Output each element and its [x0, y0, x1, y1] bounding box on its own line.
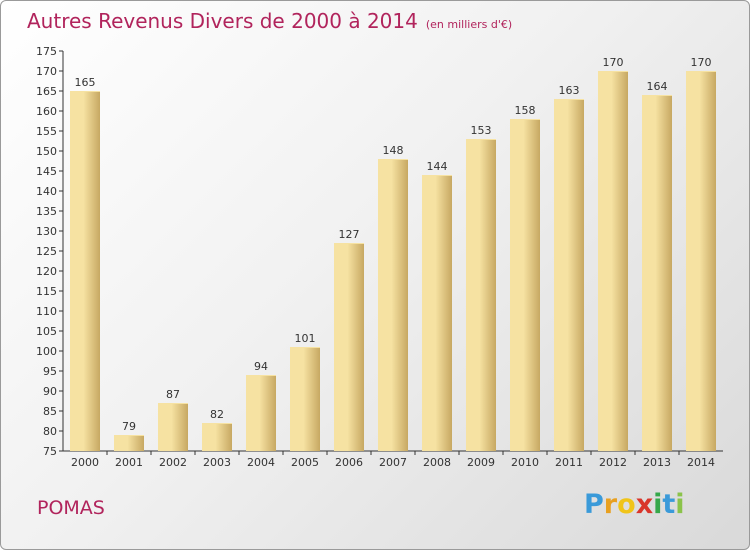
y-tick-label: 135: [36, 205, 57, 218]
x-tick-label: 2000: [71, 456, 99, 469]
x-tick-label: 2014: [687, 456, 715, 469]
bar: [114, 435, 144, 451]
y-tick-label: 120: [36, 265, 57, 278]
y-tick-label: 155: [36, 125, 57, 138]
y-tick-label: 85: [43, 405, 57, 418]
x-tick-label: 2006: [335, 456, 363, 469]
y-tick-label: 145: [36, 165, 57, 178]
y-tick-label: 165: [36, 85, 57, 98]
bar: [70, 91, 100, 451]
bar-value-label: 163: [559, 84, 580, 97]
bar-value-label: 79: [122, 420, 136, 433]
x-tick-label: 2001: [115, 456, 143, 469]
bar-value-label: 101: [295, 332, 316, 345]
bar: [158, 403, 188, 451]
logo-letter: x: [635, 489, 654, 520]
y-tick-label: 160: [36, 105, 57, 118]
logo-letter: P: [584, 489, 604, 520]
bar-value-label: 153: [471, 124, 492, 137]
y-tick-label: 100: [36, 345, 57, 358]
x-axis: 2000 2001 2002 2003 2004 2005 2006 2007 2008 2009…: [63, 450, 723, 469]
chart-title: Autres Revenus Divers de 2000 à 2014 (en …: [27, 9, 512, 33]
proxiti-logo: Proxiti: [584, 489, 685, 520]
bar-value-label: 164: [647, 80, 668, 93]
y-tick-label: 130: [36, 225, 57, 238]
y-tick-label: 75: [43, 445, 57, 458]
bar: [290, 347, 320, 451]
logo-letter: i: [653, 489, 663, 520]
bars: 165 79 87 82 94 101 127 148 144 153 158 163 170 164 17…: [70, 56, 716, 451]
bar-value-label: 165: [75, 76, 96, 89]
bar: [598, 71, 628, 451]
y-tick-label: 175: [36, 45, 57, 58]
y-tick-label: 95: [43, 365, 57, 378]
chart-unit: (en milliers d'€): [425, 18, 513, 31]
logo-letter: o: [617, 489, 636, 520]
y-tick-label: 125: [36, 245, 57, 258]
y-tick-label: 105: [36, 325, 57, 338]
x-tick-label: 2013: [643, 456, 671, 469]
y-tick-label: 90: [43, 385, 57, 398]
bar-value-label: 94: [254, 360, 268, 373]
bar: [334, 243, 364, 451]
y-tick-label: 170: [36, 65, 57, 78]
bar-value-label: 170: [603, 56, 624, 69]
y-tick-label: 140: [36, 185, 57, 198]
x-tick-label: 2008: [423, 456, 451, 469]
y-tick-label: 80: [43, 425, 57, 438]
chart-title-text: Autres Revenus Divers de 2000 à 2014: [27, 9, 418, 33]
bar: [422, 175, 452, 451]
bar: [510, 119, 540, 451]
bar-value-label: 127: [339, 228, 360, 241]
x-tick-label: 2004: [247, 456, 275, 469]
x-tick-label: 2010: [511, 456, 539, 469]
bar-value-label: 170: [691, 56, 712, 69]
commune-name: POMAS: [37, 497, 105, 519]
bar-value-label: 148: [383, 144, 404, 157]
x-tick-label: 2009: [467, 456, 495, 469]
logo-letter: t: [662, 489, 676, 520]
x-tick-label: 2003: [203, 456, 231, 469]
bar: [642, 95, 672, 451]
bar: [466, 139, 496, 451]
x-tick-label: 2011: [555, 456, 583, 469]
y-axis: 75 80 85 90 95 100 105 110 115 120 125 130 135 140 145…: [36, 45, 64, 458]
y-tick-label: 150: [36, 145, 57, 158]
logo-letter: i: [675, 489, 685, 520]
bar: [554, 99, 584, 451]
bar: [202, 423, 232, 451]
bar-value-label: 82: [210, 408, 224, 421]
y-tick-label: 115: [36, 285, 57, 298]
bar-value-label: 87: [166, 388, 180, 401]
x-tick-label: 2007: [379, 456, 407, 469]
bar: [246, 375, 276, 451]
x-tick-label: 2005: [291, 456, 319, 469]
bar: [378, 159, 408, 451]
y-tick-label: 110: [36, 305, 57, 318]
x-tick-label: 2012: [599, 456, 627, 469]
logo-letter: r: [603, 489, 618, 520]
bar-value-label: 144: [427, 160, 448, 173]
bar-value-label: 158: [515, 104, 536, 117]
x-tick-label: 2002: [159, 456, 187, 469]
bar: [686, 71, 716, 451]
